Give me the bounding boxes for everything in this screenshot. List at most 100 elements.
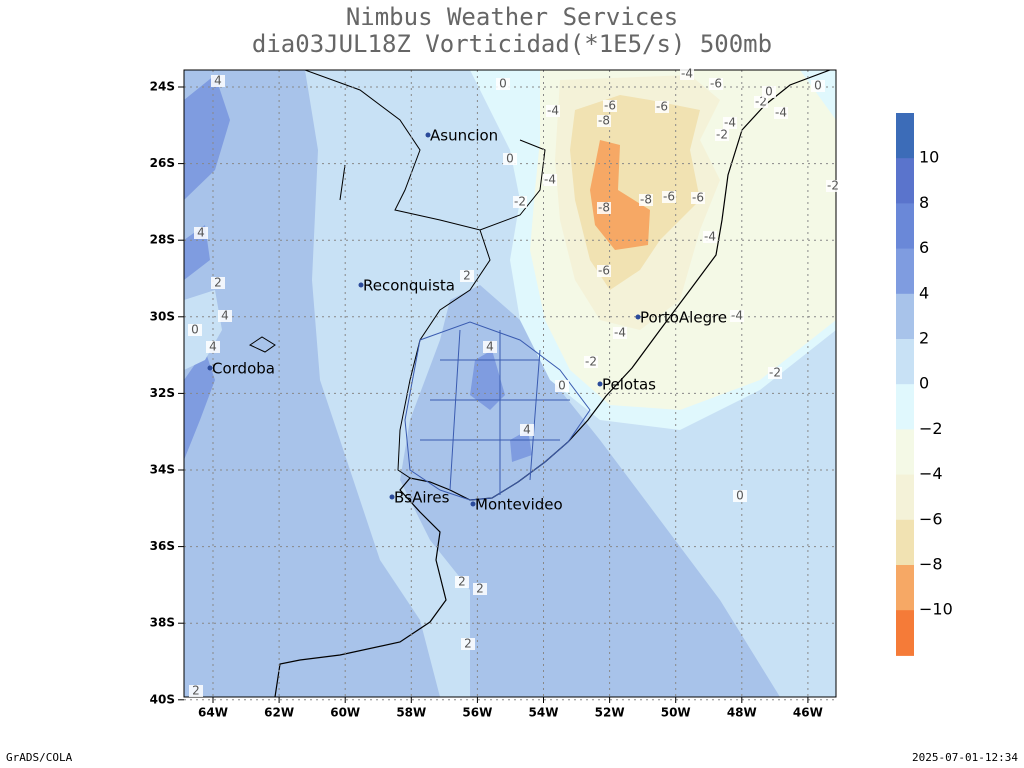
contour-label-bg [613,327,627,339]
contour-label-bg [461,638,475,650]
contour-label: 0 [736,489,744,503]
city-marker [389,494,395,500]
contour-label: -2 [755,95,767,109]
contour-label: -2 [585,355,597,369]
lon-label: 54W [529,706,559,720]
contour-label: 4 [209,340,217,354]
colorbar-label: 2 [919,329,929,348]
contour-label-bg [774,107,788,119]
lat-label: 38S [150,616,175,630]
colorbar-label: −6 [919,509,943,528]
contour-label: -4 [731,309,743,323]
city-label: BsAires [394,489,450,507]
contour-label: 0 [765,85,773,99]
city-marker [207,365,213,371]
lat-label: 34S [150,463,175,477]
map-frame [183,69,837,698]
contour-label-bg [723,117,737,129]
city-label: PortoAlegre [640,309,727,327]
contour-label: 2 [214,276,222,290]
contour-label: -6 [663,190,675,204]
colorbar-label: 10 [919,148,939,167]
contour-label-bg [206,341,220,353]
contour-label-bg [520,424,534,436]
contour-label-bg [483,341,497,353]
colorbar-swatch [896,384,914,430]
colorbar-label: −8 [919,555,943,574]
colorbar-swatch [896,429,914,476]
lon-label: 58W [396,706,426,720]
lat-label: 28S [150,233,175,247]
uruguay-departments [404,321,591,501]
contour-label: -2 [827,179,839,193]
contour-label: -8 [598,114,610,128]
contour-label: -6 [656,100,668,114]
lon-label: 56W [462,706,492,720]
city-marker [635,314,641,320]
subtitle: dia03JUL18Z Vorticidad(*1E5/s) 500mb [252,30,772,58]
colorbar-label: −2 [919,419,943,438]
contour-label: -6 [604,99,616,113]
contour-label: -4 [547,104,559,118]
field-4-6-west2 [184,225,215,460]
lon-label: 62W [264,706,294,720]
colorbar-label: −10 [919,600,953,619]
contour-label: 4 [197,226,205,240]
contour-label-bg [603,100,617,112]
contour-label-bg [768,367,782,379]
colorbar-swatch [896,113,914,159]
colorbar-swatch [896,293,914,340]
contour-label: -8 [640,193,652,207]
footer-left: GrADS/COLA [6,751,73,764]
contour-label: -8 [598,201,610,215]
contour-label: -2 [769,366,781,380]
graticule [184,70,836,701]
contour-label: 0 [499,77,507,91]
city-marker [470,501,476,507]
colorbar-swatch [896,248,914,295]
contour-label: -2 [514,195,526,209]
colorbar-label: 0 [919,374,929,393]
contour-label: 4 [221,309,229,323]
colorbar-swatch [896,519,914,566]
city-label: Montevideo [475,496,563,514]
contour-label: -4 [681,67,693,81]
contour-label: -4 [704,230,716,244]
contour-label: 0 [191,323,199,337]
city-marker [358,282,364,288]
contour-label: 0 [558,379,566,393]
contour-label: 2 [458,575,466,589]
contour-label-bg [503,153,517,165]
contour-label-bg [597,202,611,214]
lon-label: 46W [793,706,823,720]
contour-label: 2 [463,269,471,283]
contour-label: -4 [614,326,626,340]
colorbar-label: 6 [919,238,929,257]
colorbar-swatch [896,339,914,385]
contour-label-bg [211,277,225,289]
contour-label-bg [826,180,840,192]
contour-label-bg [188,324,202,336]
contour-label: -6 [598,264,610,278]
contour-label: 4 [486,340,494,354]
contour-label-bg [703,231,717,243]
contour-label-bg [662,191,676,203]
contour-label-bg [709,78,723,90]
contour-label-bg [811,80,825,92]
colorbar-swatch [896,474,914,521]
lat-label: 40S [150,692,175,706]
contour-label-bg [513,196,527,208]
contour-label-bg [218,310,232,322]
contour-label-bg [194,227,208,239]
contour-label: -2 [716,128,728,142]
city-label: Cordoba [212,360,275,378]
contour-label-bg [473,583,487,595]
lon-label: 50W [661,706,691,720]
contour-label-bg [680,68,694,80]
contour-label: -4 [544,173,556,187]
contour-label: 0 [506,152,514,166]
contour-label-bg [691,192,705,204]
contour-label-bg [584,356,598,368]
colorbar-label: −4 [919,464,943,483]
contour-label-bg [543,174,557,186]
